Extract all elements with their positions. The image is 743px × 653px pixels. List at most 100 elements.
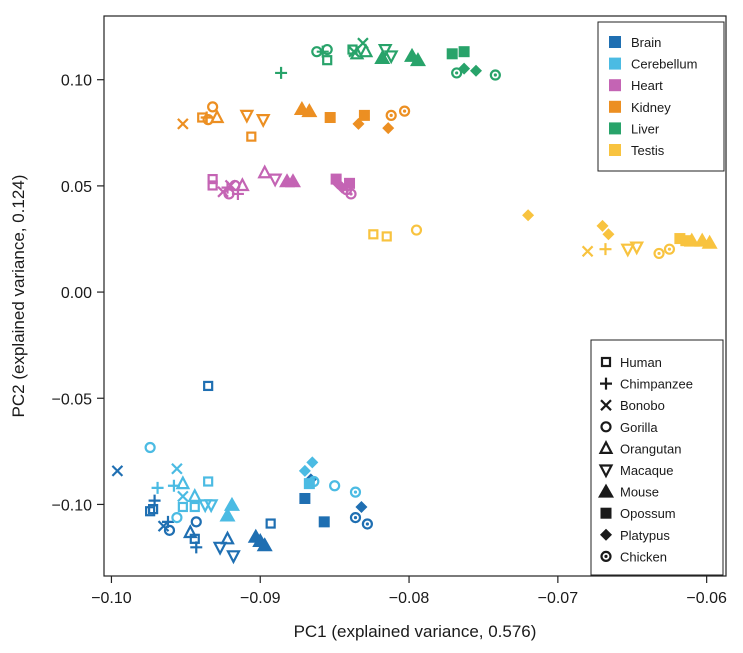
- data-point: [223, 496, 240, 511]
- data-point: [182, 524, 198, 539]
- data-point: [383, 50, 399, 65]
- data-point: [680, 235, 692, 247]
- data-point: [219, 507, 236, 522]
- legend-label: Gorilla: [620, 420, 658, 435]
- data-point: [409, 52, 426, 67]
- data-point: [382, 122, 395, 135]
- data-point: [207, 173, 218, 185]
- series-kidney: [177, 101, 411, 142]
- series-testis: [368, 209, 718, 260]
- y-tick-label: −0.10: [52, 497, 93, 514]
- data-point: [235, 177, 250, 192]
- data-point: [349, 512, 362, 524]
- data-point: [629, 241, 645, 256]
- legend-swatch-brain: [609, 36, 621, 48]
- y-axis: 0.10 0.05 0.00 −0.05 −0.10: [52, 73, 104, 514]
- data-point: [256, 537, 273, 552]
- data-point: [599, 243, 612, 256]
- data-point: [355, 500, 368, 513]
- data-point: [177, 490, 189, 503]
- x-tick-label: −0.10: [91, 590, 132, 607]
- legend-label: Opossum: [620, 506, 676, 521]
- data-point: [157, 520, 170, 532]
- data-point: [470, 64, 483, 77]
- data-point: [257, 164, 273, 179]
- data-point: [255, 114, 271, 129]
- x-axis: −0.10 −0.09 −0.08 −0.07 −0.06: [91, 576, 727, 607]
- data-point: [209, 109, 225, 124]
- data-point: [596, 219, 609, 232]
- x-axis-label: PC1 (explained variance, 0.576): [294, 622, 537, 641]
- data-point: [318, 516, 330, 528]
- species-legend: Human Chimpanzee Bonobo Gorilla Orangutan Mac…: [590, 339, 724, 576]
- legend-label: Bonobo: [620, 398, 665, 413]
- data-point: [446, 48, 458, 60]
- legend-label: Brain: [631, 35, 661, 50]
- data-point: [674, 233, 686, 245]
- legend-label: Heart: [631, 78, 663, 93]
- legend-marker-opossum: [600, 507, 612, 519]
- series-liver: [275, 37, 501, 81]
- data-point: [303, 478, 315, 490]
- legend-marker-platypus: [600, 528, 612, 541]
- data-point: [226, 550, 241, 565]
- data-point: [151, 481, 164, 494]
- legend-label: Testis: [631, 143, 665, 158]
- data-point: [275, 66, 288, 79]
- data-point: [212, 541, 228, 556]
- plot-frame: [103, 15, 727, 577]
- data-point: [265, 518, 276, 529]
- data-point: [207, 180, 218, 191]
- legend-marker-orangutan: [598, 440, 614, 454]
- legend-label: Human: [620, 355, 662, 370]
- legend-label: Mouse: [620, 485, 659, 500]
- data-point: [197, 499, 213, 514]
- data-point: [171, 462, 183, 475]
- data-point: [200, 111, 213, 124]
- legend-marker-bonobo: [600, 399, 612, 411]
- data-point: [620, 243, 636, 258]
- legend-swatch-testis: [609, 144, 621, 156]
- data-point: [352, 117, 365, 130]
- y-tick-label: −0.05: [52, 391, 93, 408]
- legend-marker-chimpanzee: [600, 377, 612, 390]
- legend-swatch-liver: [609, 122, 621, 135]
- series-brain: [111, 380, 373, 565]
- legend-swatch-kidney: [609, 100, 621, 113]
- y-axis-label: PC2 (explained variance, 0.124): [9, 175, 28, 418]
- data-point: [246, 131, 257, 142]
- data-point: [306, 456, 319, 469]
- data-point: [361, 518, 373, 530]
- data-point: [398, 105, 411, 117]
- data-point: [458, 46, 470, 58]
- data-point: [311, 46, 323, 58]
- data-point: [451, 67, 463, 79]
- data-point: [148, 494, 161, 507]
- data-point: [340, 184, 353, 196]
- data-point: [385, 109, 397, 121]
- data-point: [581, 245, 594, 258]
- data-points: [111, 37, 718, 565]
- data-point: [410, 224, 423, 236]
- data-point: [653, 247, 665, 260]
- legend-label: Chimpanzee: [620, 377, 693, 392]
- legend-marker-chicken: [600, 550, 612, 563]
- x-tick-label: −0.06: [686, 590, 727, 607]
- data-point: [301, 103, 318, 118]
- series-heart: [207, 164, 357, 200]
- data-point: [144, 441, 156, 454]
- data-point: [377, 43, 393, 58]
- data-point: [175, 475, 191, 490]
- x-tick-label: −0.08: [389, 590, 430, 607]
- data-point: [190, 541, 203, 554]
- data-point: [203, 380, 214, 392]
- data-point: [374, 50, 391, 65]
- legend-marker-gorilla: [600, 421, 612, 433]
- data-point: [322, 55, 333, 66]
- legend-marker-mouse: [598, 483, 614, 498]
- data-point: [489, 69, 501, 81]
- legend-label: Cerebellum: [631, 57, 697, 72]
- data-point: [267, 173, 283, 188]
- legend-label: Macaque: [620, 463, 673, 478]
